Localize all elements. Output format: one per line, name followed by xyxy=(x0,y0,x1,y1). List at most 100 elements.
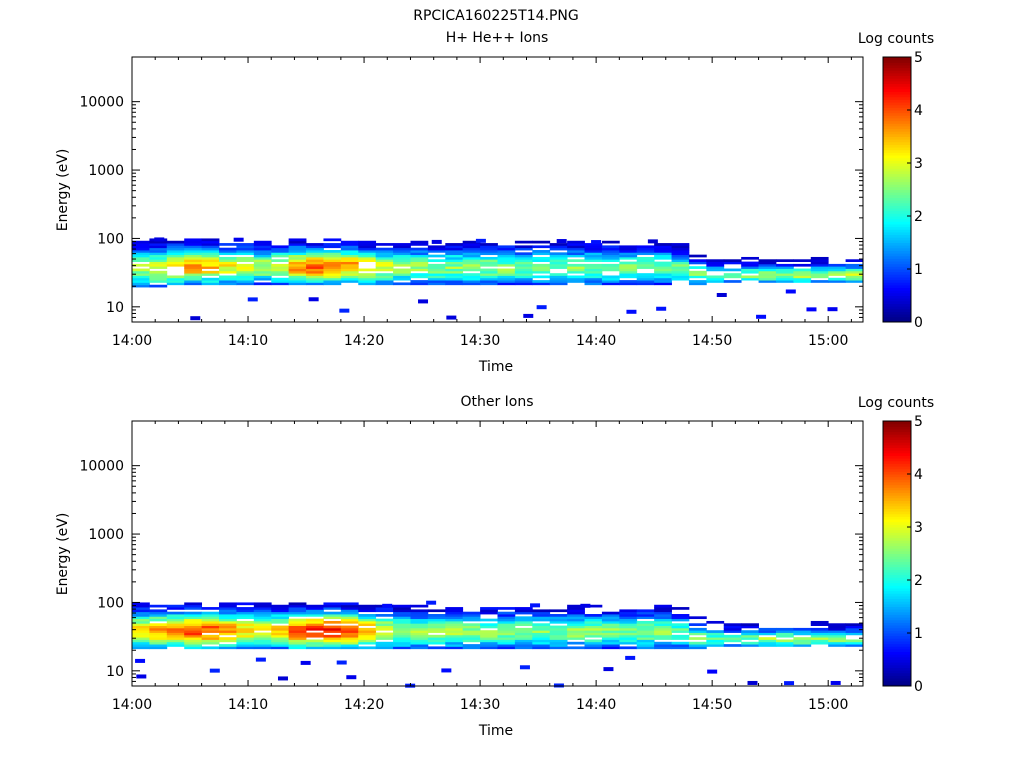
heatmap-cell xyxy=(532,625,551,629)
heatmap-cell xyxy=(601,630,620,633)
heatmap-cell xyxy=(427,254,446,258)
heatmap-cell xyxy=(584,627,603,631)
heatmap-cell xyxy=(201,254,220,258)
heatmap-cell xyxy=(514,623,533,626)
heatmap-cell xyxy=(723,275,742,279)
heatmap-cell xyxy=(149,646,168,650)
heatmap-cell xyxy=(375,634,394,638)
heatmap-cell xyxy=(323,266,342,269)
heatmap-cell xyxy=(393,609,411,613)
colorbar-segment xyxy=(883,99,911,103)
heatmap-cell xyxy=(427,618,446,622)
heatmap-cell xyxy=(532,259,551,262)
heatmap-cell xyxy=(480,268,498,272)
heatmap-cell xyxy=(219,243,237,246)
heatmap-cell xyxy=(462,275,481,279)
colorbar-segment xyxy=(883,62,911,66)
colorbar-segment xyxy=(883,253,911,257)
heatmap-cell xyxy=(636,637,655,640)
heatmap-cell xyxy=(288,641,307,645)
heatmap-cell xyxy=(288,259,307,262)
heatmap-cell xyxy=(271,611,290,615)
heatmap-cell xyxy=(271,277,290,281)
heatmap-cell xyxy=(306,282,324,286)
heatmap-cell xyxy=(236,637,255,640)
heatmap-cell xyxy=(410,254,429,258)
heatmap-cell xyxy=(201,282,220,286)
heatmap-cell xyxy=(219,604,237,608)
colorbar-frame xyxy=(882,420,912,687)
colorbar-segment xyxy=(883,670,911,674)
colorbar-segment xyxy=(883,572,911,576)
heatmap-cell xyxy=(288,277,307,281)
colorbar-segment xyxy=(883,178,911,183)
heatmap-cell xyxy=(532,623,551,626)
heatmap-cell xyxy=(358,252,377,256)
heatmap-cell xyxy=(306,627,324,631)
heatmap-cell xyxy=(775,270,794,274)
heatmap-cell xyxy=(462,263,481,267)
heatmap-cell xyxy=(688,630,707,633)
heatmap-cell xyxy=(358,245,377,249)
heatmap-cell xyxy=(288,256,307,260)
heatmap-cell xyxy=(619,618,638,622)
heatmap-cell xyxy=(253,623,272,626)
heatmap-cell xyxy=(584,616,603,620)
heatmap-cell xyxy=(358,254,377,258)
heatmap-cell xyxy=(758,644,777,647)
heatmap-cell xyxy=(288,623,307,626)
heatmap-cell xyxy=(132,639,150,643)
heatmap-cell xyxy=(654,243,672,246)
colorbar-segment xyxy=(883,202,911,206)
heatmap-cell xyxy=(636,266,655,269)
colorbar-segment xyxy=(883,141,911,145)
heatmap-cell xyxy=(654,637,672,640)
heatmap-cell xyxy=(393,641,411,645)
heatmap-cell xyxy=(184,614,203,617)
heatmap-cell xyxy=(358,637,377,640)
heatmap-cell xyxy=(845,627,864,631)
heatmap-cell xyxy=(828,644,846,647)
heatmap-cell xyxy=(567,634,585,638)
heatmap-cell xyxy=(219,611,237,615)
heatmap-cell xyxy=(497,632,516,636)
heatmap-cell xyxy=(549,254,568,258)
heatmap-cell xyxy=(340,261,359,265)
heatmap-cell xyxy=(636,614,655,617)
heatmap-cell xyxy=(410,252,429,256)
heatmap-cell xyxy=(567,280,585,283)
heatmap-cell xyxy=(288,245,307,249)
heatmap-cell xyxy=(323,243,342,246)
colorbar-segment xyxy=(883,247,911,251)
heatmap-cell xyxy=(654,252,672,256)
colorbar-segment xyxy=(883,442,911,446)
heatmap-cell xyxy=(358,618,377,622)
heatmap-cell xyxy=(184,282,203,286)
colorbar-tick-label: 3 xyxy=(914,520,923,536)
heatmap-cell xyxy=(532,282,551,286)
heatmap-cell xyxy=(166,240,185,244)
heatmap-cell xyxy=(253,620,272,624)
heatmap-cell xyxy=(810,641,829,645)
heatmap-cell xyxy=(810,623,829,626)
y-tick-label: 1000 xyxy=(88,527,124,543)
heatmap-cell xyxy=(845,266,864,269)
heatmap-cell xyxy=(601,245,620,249)
colorbar-segment xyxy=(883,64,911,69)
heatmap-cell xyxy=(445,252,464,256)
colorbar-segment xyxy=(883,489,911,494)
heatmap-cell xyxy=(306,245,324,249)
heatmap-cell xyxy=(410,275,429,279)
heatmap-cell xyxy=(532,637,551,640)
heatmap-cell xyxy=(810,634,829,638)
colorbar-segment xyxy=(883,181,911,185)
colorbar-segment xyxy=(883,123,911,127)
heatmap-cell xyxy=(375,256,394,260)
heatmap-cell xyxy=(462,644,481,647)
heatmap-cell xyxy=(619,247,638,251)
heatmap-cell xyxy=(358,614,377,617)
colorbar-segment xyxy=(883,421,911,425)
heatmap-cell xyxy=(671,627,690,631)
heatmap-cell xyxy=(654,280,672,283)
